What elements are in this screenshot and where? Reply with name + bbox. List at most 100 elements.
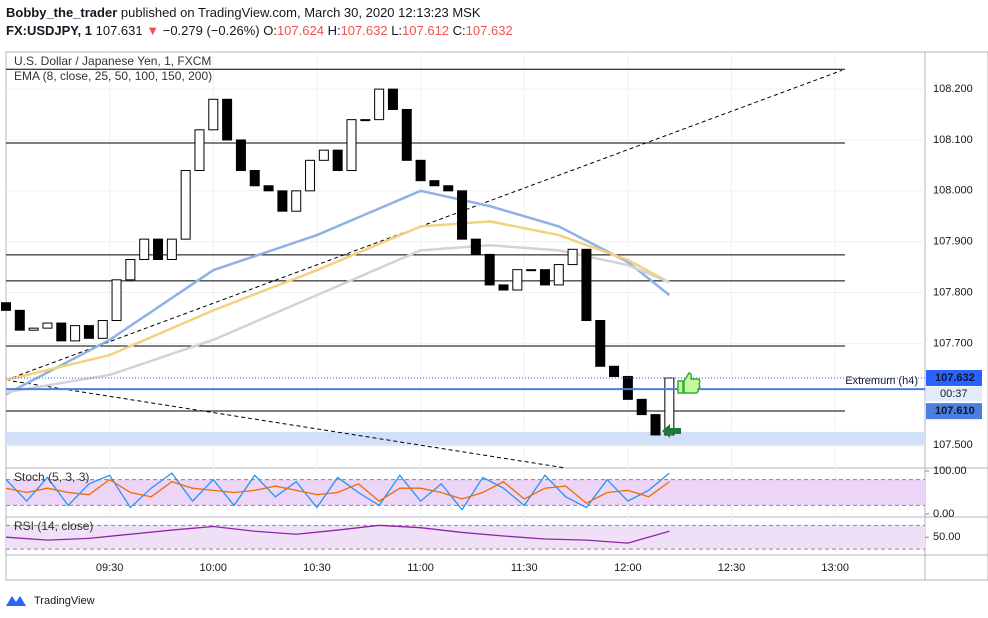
candle [609, 365, 620, 377]
y-tick-label: 0.00 [933, 508, 954, 520]
y-tick-label: 107.800 [933, 286, 973, 298]
candle [180, 169, 191, 240]
candle [14, 309, 25, 331]
candle [194, 129, 205, 171]
candle [42, 322, 53, 329]
candle [595, 320, 606, 367]
x-tick-label: 11:30 [511, 562, 538, 574]
candle [277, 190, 288, 212]
candle [498, 284, 509, 291]
candle [374, 88, 385, 121]
candle [222, 98, 233, 141]
candle [457, 190, 468, 240]
band [6, 479, 925, 506]
candle [443, 185, 454, 192]
y-tick-label: 108.000 [933, 185, 973, 197]
candle [28, 327, 39, 331]
last: 107.631 [95, 23, 143, 38]
candle [83, 325, 94, 339]
brand[interactable]: TradingView [34, 595, 95, 607]
x-tick-label: 11:00 [407, 562, 434, 574]
candle [332, 149, 343, 171]
candle [581, 248, 592, 322]
pane-title: U.S. Dollar / Japanese Yen, 1, FXCM [14, 54, 211, 68]
ohlc-value: 107.612 [402, 23, 450, 38]
band [6, 431, 925, 447]
price-tag [926, 403, 982, 420]
candle [650, 414, 661, 436]
y-tick-label: 107.900 [933, 236, 973, 248]
published: published on TradingView.com, March 30, … [120, 5, 481, 20]
ohlc-label: L: [391, 23, 403, 38]
icon-shape [677, 372, 701, 394]
pane-title: Stoch (5, 3, 3) [14, 470, 89, 484]
y-tick-label: 107.700 [933, 337, 973, 349]
price-tag-label: 107.632 [935, 372, 975, 384]
candle [153, 238, 164, 260]
ohlc-label: H: [327, 23, 341, 38]
ohlc-value: 107.632 [340, 23, 388, 38]
candle [401, 108, 412, 161]
candle [526, 269, 537, 272]
extremum-name: Extremum (h4) [845, 375, 918, 387]
quote-line: FX:USDJPY, 1 107.631 ▼ −0.279 (−0.26%) O… [6, 22, 513, 40]
indicator-line [5, 524, 670, 544]
publish-line: Bobby_the_trader published on TradingVie… [6, 4, 513, 22]
indicator-line [5, 472, 670, 511]
price-tag-label: 107.610 [935, 405, 975, 417]
candle [429, 180, 440, 187]
candle [1, 302, 11, 311]
candle [70, 325, 81, 342]
direction: ▼ [146, 23, 160, 38]
candle [484, 253, 495, 286]
candle [208, 98, 219, 131]
candle [512, 269, 523, 291]
candle [553, 264, 564, 286]
candle [139, 238, 150, 260]
price-tag [926, 369, 982, 386]
author[interactable]: Bobby_the_trader [6, 5, 118, 20]
candle [636, 398, 647, 416]
ohlc-value: 107.624 [276, 23, 324, 38]
frame [5, 51, 988, 581]
y-tick-label: 107.500 [933, 439, 973, 451]
trend-line [5, 69, 843, 381]
y-tick-label: 50.00 [933, 531, 961, 543]
candle [567, 248, 578, 266]
pane-title: RSI (14, close) [14, 519, 93, 533]
x-tick-label: 10:00 [200, 562, 228, 574]
candle [387, 88, 398, 110]
ema-line [5, 220, 670, 382]
x-tick-label: 12:30 [718, 562, 746, 574]
symbol: FX:USDJPY, 1 [6, 23, 92, 38]
ema-line [5, 189, 671, 396]
pane-subtitle: EMA (8, close, 25, 50, 100, 150, 200) [14, 69, 212, 83]
candle [125, 258, 136, 281]
x-tick-label: 13:00 [821, 562, 849, 574]
candle [263, 185, 274, 192]
candle [305, 159, 316, 192]
arrow-icon [662, 424, 681, 438]
ohlc-value: 107.632 [465, 23, 513, 38]
candle [249, 169, 260, 187]
candle [291, 190, 302, 212]
candle [235, 139, 246, 171]
candle [166, 238, 177, 260]
candle [470, 238, 481, 255]
y-tick-label: 108.200 [933, 83, 973, 95]
candle [111, 279, 122, 322]
candle [415, 159, 426, 182]
header: Bobby_the_trader published on TradingVie… [6, 4, 513, 40]
candle [360, 119, 371, 122]
y-tick-label: 100.00 [933, 465, 967, 477]
trend-line [5, 379, 566, 469]
ohlc-label: O: [263, 23, 277, 38]
y-tick-label: 108.100 [933, 134, 973, 146]
band [6, 525, 925, 550]
countdown: 00:37 [940, 388, 968, 400]
logo[interactable]: TradingView [6, 595, 95, 607]
candle [318, 149, 329, 161]
ema-line [5, 243, 670, 394]
candle [539, 269, 550, 286]
